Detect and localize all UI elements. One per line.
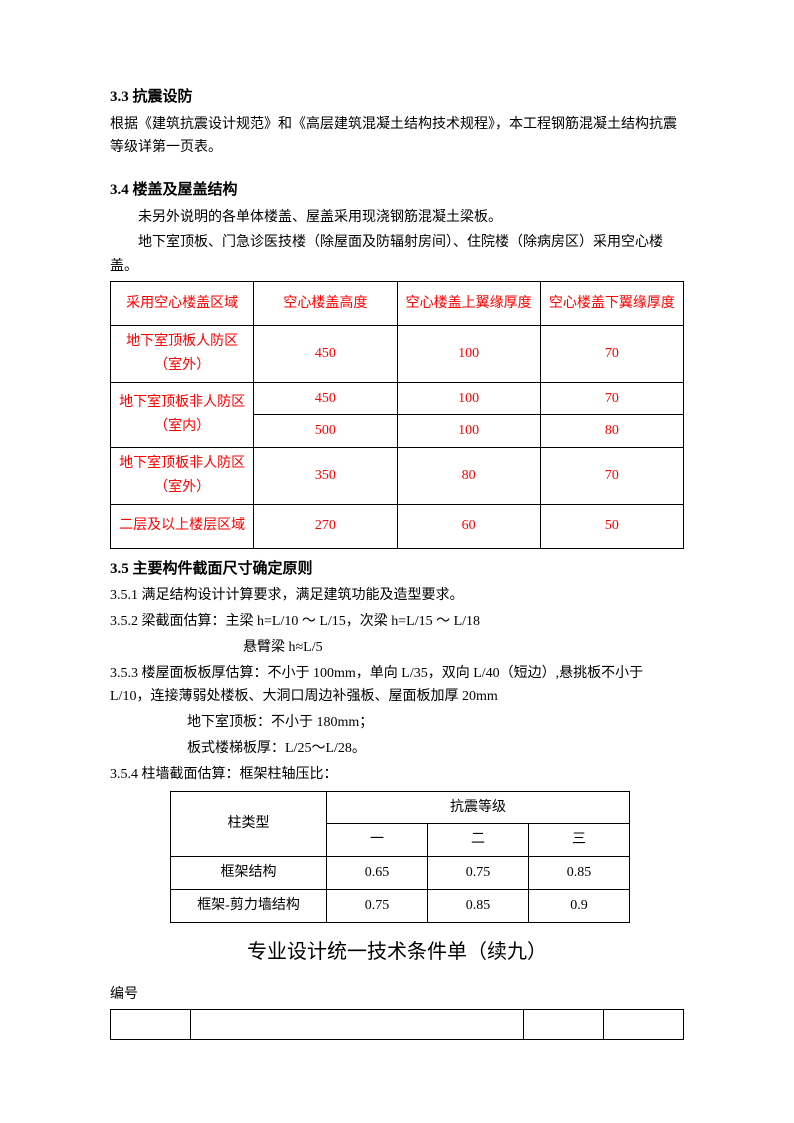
table-header-cell: 二 [428, 824, 529, 857]
table-cell: 框架-剪力墙结构 [171, 890, 327, 923]
table-header-cell: 一 [327, 824, 428, 857]
table-row: 地下室顶板非人防区（室外） 350 80 70 [111, 448, 684, 505]
table-header-cell: 采用空心楼盖区域 [111, 281, 254, 325]
section-3-5-heading: 3.5 主要构件截面尺寸确定原则 [110, 557, 684, 583]
table-cell: 80 [397, 448, 540, 505]
table-header-cell: 抗震等级 [327, 791, 630, 824]
table-cell: 地下室顶板非人防区（室外） [111, 448, 254, 505]
table-header-cell: 柱类型 [171, 791, 327, 857]
section-3-4-p2: 地下室顶板、门急诊医技楼（除屋面及防辐射房间）、住院楼（除病房区）采用空心楼盖。 [110, 231, 684, 279]
table-cell: 框架结构 [171, 857, 327, 890]
section-3-5-2: 3.5.2 梁截面估算：主梁 h=L/10 ～ L/15，次梁 h=L/15 ～… [110, 610, 684, 634]
table-cell [111, 1009, 191, 1039]
table-row: 二层及以上楼层区域 270 60 50 [111, 504, 684, 548]
table-cell: 0.65 [327, 857, 428, 890]
table-row: 地下室顶板非人防区（室内） 450 100 70 [111, 382, 684, 415]
table-cell: 70 [540, 382, 683, 415]
table-cell: 350 [254, 448, 397, 505]
table-cell: 80 [540, 415, 683, 448]
table-header-cell: 空心楼盖高度 [254, 281, 397, 325]
table-cell: 450 [254, 325, 397, 382]
axial-ratio-table: 柱类型 抗震等级 一 二 三 框架结构 0.65 0.75 0.85 框架-剪力… [170, 791, 630, 923]
section-3-3-heading: 3.3 抗震设防 [110, 85, 684, 111]
table-row [111, 1009, 684, 1039]
table-cell: 70 [540, 448, 683, 505]
bianhao-label: 编号 [110, 983, 684, 1007]
table-cell: 地下室顶板人防区（室外） [111, 325, 254, 382]
table-cell: 0.75 [327, 890, 428, 923]
table-cell: 0.85 [428, 890, 529, 923]
section-3-5-2b: 悬臂梁 h≈L/5 [110, 636, 684, 660]
page-title-continuation: 专业设计统一技术条件单（续九） [110, 935, 684, 969]
table-header-cell: 空心楼盖上翼缘厚度 [397, 281, 540, 325]
table-header-cell: 空心楼盖下翼缘厚度 [540, 281, 683, 325]
section-3-5-3c: 板式楼梯板厚：L/25～L/28。 [110, 737, 684, 761]
table-cell: 500 [254, 415, 397, 448]
table-cell: 0.85 [529, 857, 630, 890]
table-cell: 二层及以上楼层区域 [111, 504, 254, 548]
table-cell: 60 [397, 504, 540, 548]
table-row: 框架结构 0.65 0.75 0.85 [171, 857, 630, 890]
table-cell [523, 1009, 603, 1039]
table-cell [191, 1009, 523, 1039]
table-cell: 70 [540, 325, 683, 382]
table-row: 采用空心楼盖区域 空心楼盖高度 空心楼盖上翼缘厚度 空心楼盖下翼缘厚度 [111, 281, 684, 325]
table-row: 柱类型 抗震等级 [171, 791, 630, 824]
table-cell: 0.75 [428, 857, 529, 890]
table-cell: 100 [397, 415, 540, 448]
section-3-4-p1: 未另外说明的各单体楼盖、屋盖采用现浇钢筋混凝土梁板。 [110, 206, 684, 230]
table-cell: 50 [540, 504, 683, 548]
footer-table [110, 1009, 684, 1040]
table-row: 地下室顶板人防区（室外） 450 100 70 [111, 325, 684, 382]
table-cell: 100 [397, 325, 540, 382]
table-header-cell: 三 [529, 824, 630, 857]
table-cell: 地下室顶板非人防区（室内） [111, 382, 254, 448]
section-3-3-text: 根据《建筑抗震设计规范》和《高层建筑混凝土结构技术规程》，本工程钢筋混凝土结构抗… [110, 113, 684, 161]
section-3-5-3: 3.5.3 楼屋面板板厚估算：不小于 100mm，单向 L/35，双向 L/40… [110, 662, 684, 710]
section-3-5-3b: 地下室顶板：不小于 180mm； [110, 711, 684, 735]
table-cell: 270 [254, 504, 397, 548]
table-row: 框架-剪力墙结构 0.75 0.85 0.9 [171, 890, 630, 923]
table-cell: 100 [397, 382, 540, 415]
table-cell [603, 1009, 683, 1039]
table-cell: 450 [254, 382, 397, 415]
table-cell: 0.9 [529, 890, 630, 923]
hollow-slab-table: 采用空心楼盖区域 空心楼盖高度 空心楼盖上翼缘厚度 空心楼盖下翼缘厚度 地下室顶… [110, 281, 684, 549]
section-3-5-1: 3.5.1 满足结构设计计算要求，满足建筑功能及造型要求。 [110, 584, 684, 608]
section-3-5-4: 3.5.4 柱墙截面估算：框架柱轴压比： [110, 763, 684, 787]
section-3-4-heading: 3.4 楼盖及屋盖结构 [110, 178, 684, 204]
